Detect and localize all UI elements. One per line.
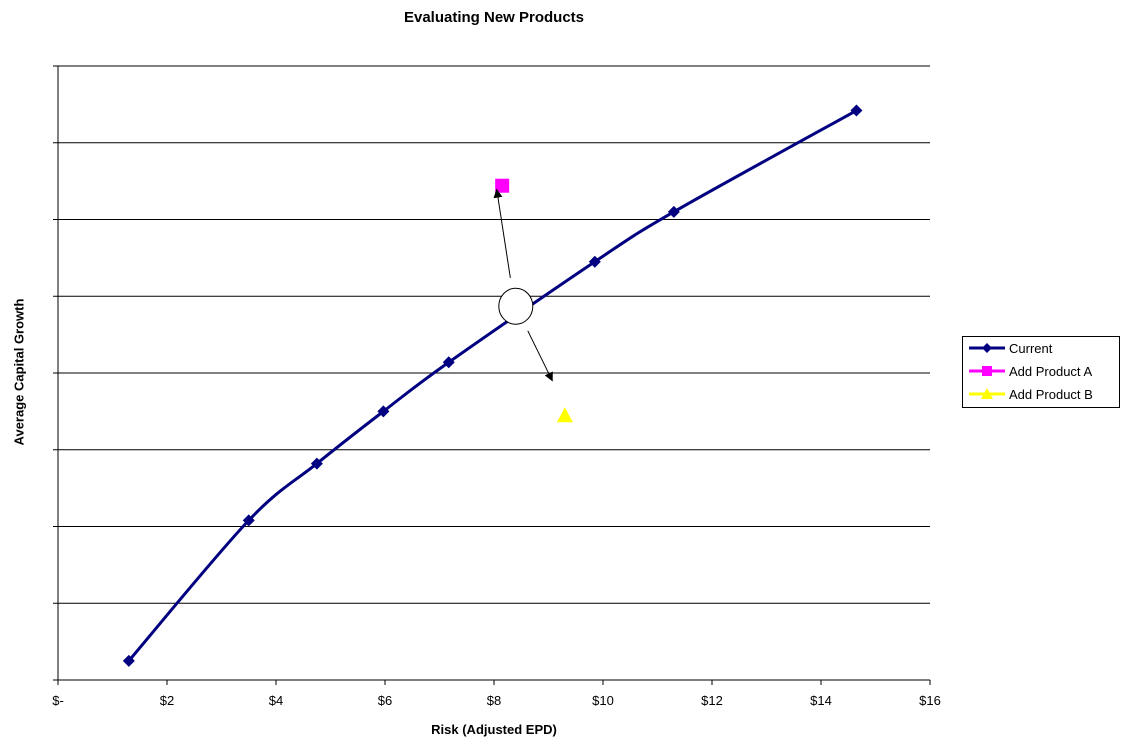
legend-swatch-product-a bbox=[969, 366, 1005, 376]
legend-label-current: Current bbox=[1009, 340, 1053, 356]
legend-swatch-product-b bbox=[969, 388, 1005, 399]
series-line-current bbox=[127, 109, 858, 662]
data-point-current bbox=[122, 654, 135, 667]
x-tick-label: $14 bbox=[810, 693, 832, 708]
data-point-current bbox=[242, 514, 255, 527]
y-axis-label: Average Capital Growth bbox=[11, 298, 27, 446]
data-point-current bbox=[667, 205, 680, 218]
annotation-circle bbox=[498, 287, 534, 325]
x-axis-label: Risk (Adjusted EPD) bbox=[431, 722, 557, 737]
x-tick-label: $10 bbox=[592, 693, 614, 708]
data-point-product-b bbox=[556, 407, 573, 423]
legend: Current Add Product A Add Product B bbox=[962, 336, 1120, 408]
legend-item-product-a: Add Product A bbox=[967, 361, 1092, 381]
data-point-current bbox=[310, 457, 323, 470]
chart-title: Evaluating New Products bbox=[403, 9, 585, 26]
data-point-current bbox=[588, 255, 601, 268]
x-tick-label: $8 bbox=[487, 693, 501, 708]
x-tick-label: $2 bbox=[160, 693, 174, 708]
legend-label-product-a: Add Product A bbox=[1009, 363, 1093, 379]
data-point-current bbox=[850, 104, 863, 117]
legend-item-current: Current bbox=[967, 338, 1052, 358]
legend-label-product-b: Add Product B bbox=[1009, 386, 1093, 402]
legend-item-product-b: Add Product B bbox=[967, 384, 1093, 404]
data-point-current bbox=[442, 356, 455, 369]
annotation-arrow bbox=[527, 330, 553, 382]
legend-swatch-current bbox=[969, 343, 1005, 353]
data-point-current bbox=[377, 405, 390, 418]
x-tick-label: $- bbox=[52, 693, 64, 708]
x-tick-label: $12 bbox=[701, 693, 723, 708]
x-tick-label: $4 bbox=[269, 693, 283, 708]
x-tick-label: $16 bbox=[919, 693, 941, 708]
x-tick-label: $6 bbox=[378, 693, 392, 708]
annotation-arrow bbox=[493, 188, 511, 278]
